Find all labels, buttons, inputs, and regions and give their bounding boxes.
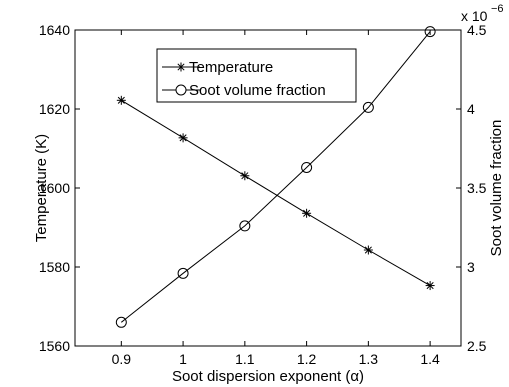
left-tick-label: 1640	[39, 22, 70, 38]
legend-label-soot: Soot volume fraction	[189, 82, 326, 99]
right-tick-label: 2.5	[467, 338, 487, 354]
legend-asterisk-marker	[176, 62, 186, 72]
soot-point	[362, 101, 374, 113]
soot-point	[177, 267, 189, 279]
temperature-point	[302, 208, 312, 218]
soot-point	[115, 316, 127, 328]
x-tick-label: 1.3	[359, 351, 379, 367]
temperature-line	[121, 99, 431, 287]
right-axis-exponent: −6	[491, 3, 504, 15]
soot-line	[120, 31, 431, 323]
soot-point	[239, 220, 251, 232]
temperature-point	[363, 245, 373, 255]
legend-circle-marker	[175, 84, 187, 96]
x-tick-label: 1.1	[235, 351, 255, 367]
temperature-point	[178, 133, 188, 143]
left-axis-ticks: 1560 1580 1600 1620 1640	[39, 22, 80, 354]
left-tick-label: 1620	[39, 101, 70, 117]
x-tick-label: 0.9	[112, 351, 132, 367]
legend-label-temperature: Temperature	[189, 59, 273, 76]
left-axis-label: Temperature (K)	[33, 134, 50, 242]
right-axis-label: Soot volume fraction	[488, 120, 505, 257]
left-tick-label: 1580	[39, 259, 70, 275]
x-axis-label: Soot dispersion exponent (α)	[172, 368, 364, 385]
temperature-point	[116, 95, 126, 105]
x-tick-label: 1.4	[420, 351, 440, 367]
right-tick-label: 4.5	[467, 22, 487, 38]
right-axis-ticks: 2.5 3 3.5 4 4.5	[456, 22, 487, 354]
left-tick-label: 1560	[39, 338, 70, 354]
soot-point	[424, 26, 436, 38]
soot-point	[301, 161, 313, 173]
left-tick-label: 1600	[39, 180, 70, 196]
x-tick-label: 1.2	[297, 351, 317, 367]
temperature-point	[425, 281, 435, 291]
temperature-point	[240, 171, 250, 181]
right-tick-label: 3.5	[467, 180, 487, 196]
legend-box	[156, 48, 357, 103]
right-axis-multiplier: x 10	[461, 8, 488, 24]
x-tick-label: 1	[179, 351, 187, 367]
right-tick-label: 4	[467, 101, 475, 117]
series-layer	[115, 26, 436, 328]
right-tick-label: 3	[467, 259, 475, 275]
x-axis-ticks: 0.9 1 1.1 1.2 1.3 1.4	[112, 30, 440, 367]
legend: Temperature Soot volume fraction	[156, 48, 357, 103]
